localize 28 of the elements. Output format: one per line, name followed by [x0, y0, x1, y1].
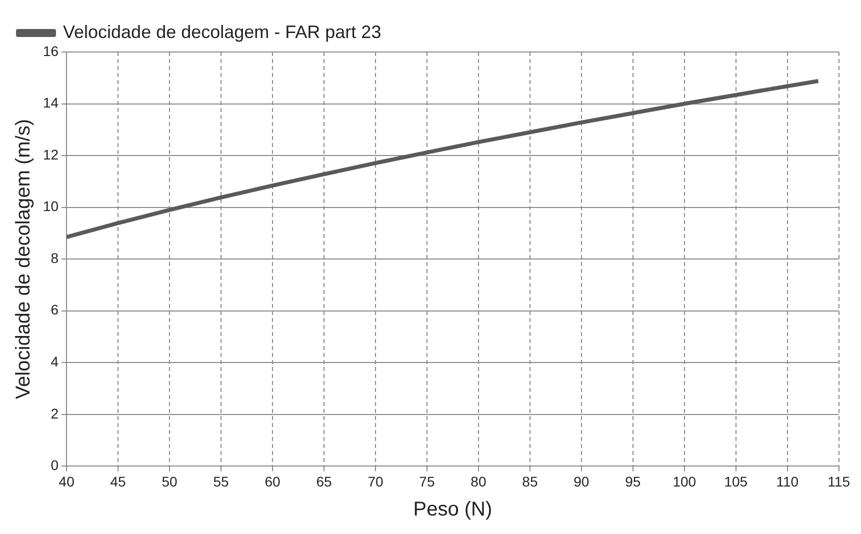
y-axis-title: Velocidade de decolagem (m/s) — [12, 119, 35, 400]
x-tick-label: 45 — [110, 473, 126, 490]
x-tick-label: 50 — [162, 473, 178, 490]
x-tick-label: 115 — [828, 473, 850, 490]
y-tick-label: 4 — [50, 354, 59, 370]
x-tick-label: 85 — [522, 473, 538, 490]
x-tick-label: 105 — [724, 473, 748, 490]
x-tick-label: 75 — [419, 473, 435, 490]
y-tick-label: 16 — [42, 42, 59, 59]
y-tick-label: 10 — [42, 198, 59, 214]
y-tick-label: 2 — [50, 405, 59, 422]
x-tick-label: 80 — [470, 473, 486, 490]
y-tick-label: 6 — [50, 302, 59, 318]
x-tick-label: 100 — [672, 473, 696, 490]
x-tick-label: 70 — [368, 473, 384, 490]
y-tick-label: 0 — [50, 457, 59, 474]
y-tick-label: 14 — [42, 94, 59, 111]
x-tick-label: 60 — [264, 473, 281, 490]
x-tick-label: 110 — [776, 473, 799, 490]
x-tick-label: 55 — [213, 473, 230, 490]
x-tick-label: 90 — [574, 473, 590, 490]
x-tick-label: 95 — [625, 473, 641, 490]
y-tick-label: 8 — [50, 250, 59, 266]
x-tick-label: 65 — [316, 473, 332, 490]
legend-label: Velocidade de decolagem - FAR part 23 — [63, 22, 382, 42]
x-axis-title: Peso (N) — [413, 498, 492, 521]
x-tick-label: 40 — [58, 473, 75, 490]
y-tick-label: 12 — [42, 146, 59, 162]
